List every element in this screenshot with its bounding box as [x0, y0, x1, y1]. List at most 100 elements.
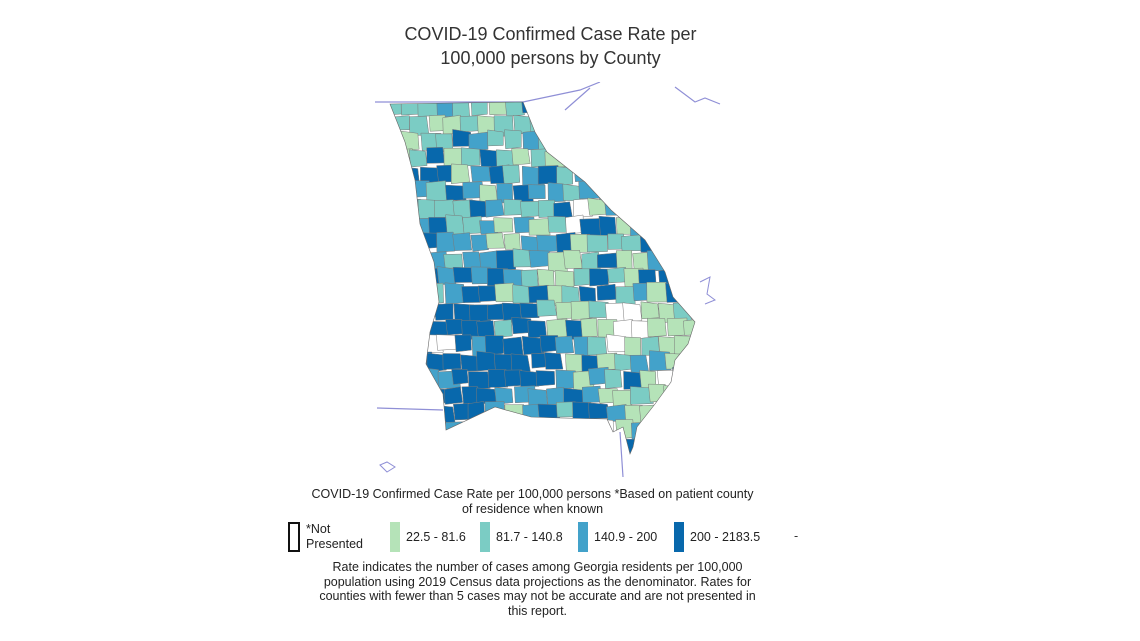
county-shape	[496, 420, 517, 437]
county-shape	[665, 147, 683, 169]
county-shape	[665, 282, 689, 303]
county-shape	[680, 113, 695, 132]
county-shape	[675, 164, 695, 182]
county-shape	[390, 437, 404, 454]
county-shape	[503, 233, 521, 250]
county-shape	[612, 115, 632, 135]
county-shape	[470, 102, 488, 116]
county-shape	[710, 99, 725, 116]
county-shape	[718, 217, 725, 238]
county-shape	[673, 404, 692, 421]
county-shape	[700, 253, 717, 270]
county-shape	[409, 149, 428, 168]
county-shape	[468, 131, 489, 152]
county-shape	[699, 454, 716, 470]
county-shape	[416, 232, 438, 250]
county-shape	[596, 252, 620, 268]
legend-trailing-dash: -	[794, 529, 799, 543]
county-shape	[646, 250, 669, 272]
county-shape	[588, 472, 608, 477]
county-shape	[572, 131, 593, 151]
county-shape	[606, 266, 627, 284]
county-shape	[639, 473, 659, 477]
county-choropleth	[375, 81, 725, 478]
legend-title-line-2: of residence when known	[461, 502, 604, 516]
county-shape	[453, 471, 472, 477]
county-shape	[672, 231, 694, 252]
county-shape	[656, 164, 676, 184]
county-shape	[682, 386, 695, 408]
county-shape	[672, 367, 695, 386]
county-shape	[494, 282, 516, 303]
county-shape	[536, 299, 558, 317]
county-shape	[718, 420, 725, 437]
county-shape	[647, 453, 669, 454]
county-shape	[460, 147, 481, 167]
county-shape	[521, 335, 545, 356]
county-shape	[529, 419, 551, 439]
county-shape	[394, 420, 418, 436]
legend-swatch-1	[390, 522, 400, 552]
county-shape	[395, 456, 412, 471]
county-shape	[638, 132, 661, 154]
county-shape	[418, 403, 436, 424]
county-shape	[443, 455, 461, 475]
county-shape	[485, 232, 505, 249]
county-shape	[596, 455, 614, 471]
county-shape	[640, 301, 660, 320]
county-shape	[690, 437, 695, 454]
county-shape	[485, 436, 508, 454]
county-shape	[521, 436, 540, 454]
county-shape	[493, 217, 514, 233]
legend: *Not Presented 22.5 - 81.6 81.7 - 140.8 …	[288, 520, 828, 554]
county-shape	[535, 102, 557, 116]
county-shape	[390, 338, 400, 355]
county-shape	[410, 455, 430, 470]
county-shape	[502, 471, 522, 477]
county-shape	[495, 249, 516, 272]
county-shape	[470, 234, 489, 252]
rate-note-line-4: this report.	[507, 603, 568, 618]
county-shape	[437, 475, 454, 477]
county-shape	[451, 163, 470, 184]
county-shape	[468, 371, 491, 390]
county-shape	[511, 148, 531, 166]
county-shape	[698, 319, 717, 337]
county-shape	[629, 354, 650, 374]
county-shape	[614, 353, 633, 372]
county-shape	[476, 350, 496, 372]
county-shape	[554, 129, 573, 153]
county-shape	[717, 320, 725, 339]
county-shape	[582, 455, 604, 474]
county-shape	[390, 370, 405, 393]
county-shape	[596, 283, 617, 301]
georgia-outline	[389, 101, 696, 455]
legend-swatch-not-presented	[288, 522, 300, 552]
county-shape	[573, 163, 592, 183]
tennessee-border	[375, 81, 601, 103]
county-shape	[505, 435, 525, 454]
county-shape	[683, 182, 695, 200]
legend-label-4: 200 - 2183.5	[690, 530, 761, 544]
county-shape	[663, 385, 685, 406]
county-shape	[673, 335, 695, 355]
county-shape	[629, 452, 648, 454]
county-shape	[709, 133, 725, 151]
county-shape	[683, 452, 695, 454]
county-shape	[400, 438, 419, 454]
map-title-line-1: COVID-19 Confirmed Case Rate per	[404, 24, 697, 44]
county-shape	[684, 283, 695, 305]
map-title-line-2: 100,000 persons by County	[440, 48, 661, 68]
county-shape	[648, 180, 671, 203]
county-shape	[608, 474, 628, 477]
county-shape	[555, 369, 576, 390]
county-shape	[471, 473, 494, 477]
county-shape	[588, 402, 611, 419]
county-shape	[528, 218, 551, 236]
county-shape	[427, 418, 448, 440]
county-shape	[544, 352, 564, 370]
county-shape	[689, 198, 695, 219]
county-shape	[400, 166, 420, 184]
county-shape	[597, 418, 615, 438]
county-shape	[461, 455, 481, 474]
